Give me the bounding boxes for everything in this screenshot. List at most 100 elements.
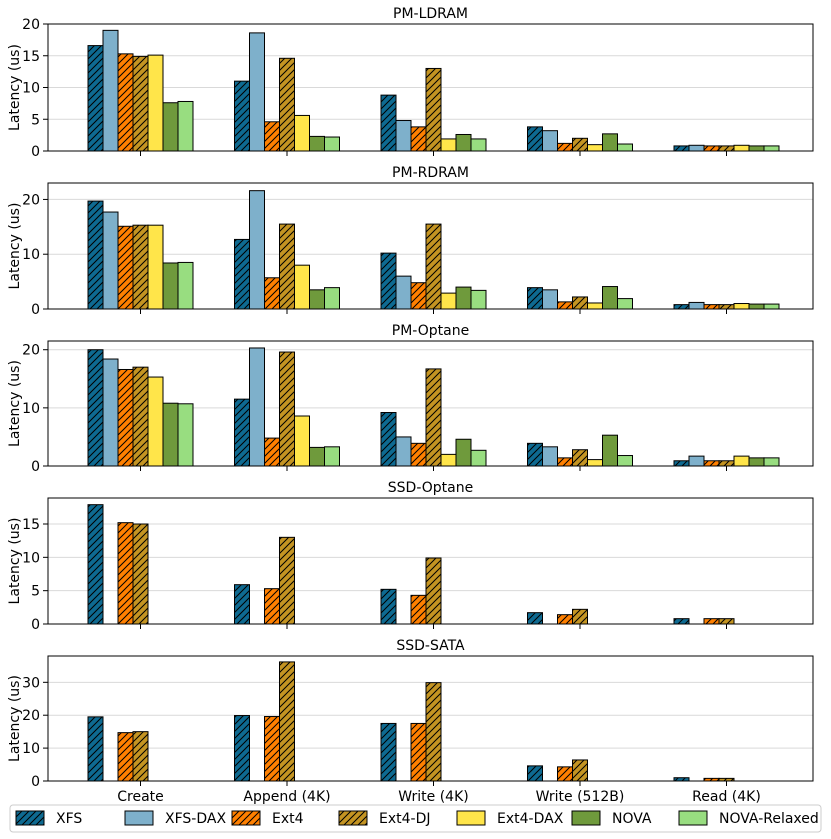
bar-hatch-ext4 [704,304,719,309]
plot-frame [47,655,814,782]
bar-nova-relaxed [617,143,633,152]
legend-swatch-ext4-dax [456,810,486,826]
bar-hatch-ext4-dj [572,296,588,309]
bar-ext4-dax [147,224,164,310]
y-tick-label: 10 [22,81,40,97]
bar-hatch-ext4 [557,457,573,466]
bar-xfs-dax [102,358,119,467]
bar-ext4-dax [294,114,310,152]
bar-hatch-ext4-dj [719,460,734,466]
legend-label-xfs-dax: XFS-DAX [165,811,226,827]
bar-hatch-xfs [674,145,689,151]
bar-hatch-ext4-dj [572,449,588,466]
bar-hatch-xfs [527,126,543,151]
bar-hatch-ext4 [557,301,573,309]
bar-nova [162,402,179,467]
bar-hatch-xfs [527,443,543,466]
x-tick-label: Write (512B) [536,789,625,805]
bar-hatch-ext4 [118,732,133,781]
bar-ext4-dax [440,453,457,467]
legend-label-ext4-dax: Ext4-DAX [497,811,564,827]
bar-hatch-ext4-dj [426,68,441,151]
bar-nova [455,286,472,310]
bar-hatch-xfs [234,715,250,781]
bar-hatch-xfs [381,253,396,309]
bar-xfs-dax [102,29,119,152]
bar-hatch-xfs [88,349,103,466]
bar-hatch-ext4-dj [572,609,588,624]
y-axis-label: Latency (us) [7,203,23,290]
bar-hatch-xfs [674,304,689,309]
bar-xfs-dax [542,130,558,152]
bar-nova [455,133,472,152]
bar-nova [455,438,472,467]
bar-hatch-ext4 [557,766,573,781]
legend-swatch-hatch-xfs [16,811,44,825]
bar-hatch-xfs [234,584,250,624]
bar-hatch-xfs [381,589,396,624]
y-tick-label: 10 [22,247,40,263]
bar-hatch-ext4-dj [719,778,734,781]
bar-hatch-ext4 [704,145,719,151]
bar-hatch-ext4-dj [279,537,295,624]
y-tick-label: 10 [22,401,40,417]
bar-nova [602,133,618,152]
y-tick-label: 15 [22,49,40,65]
bar-nova [748,303,765,310]
bar-hatch-ext4-dj [133,225,148,309]
bar-hatch-ext4 [411,126,426,151]
x-tick-label: Append (4K) [243,789,330,805]
bar-nova-relaxed [470,138,487,152]
bar-nova [309,446,325,467]
panel-title: PM-RDRAM [392,165,469,181]
bar-nova-relaxed [177,100,194,152]
bar-ext4-dax [440,138,457,152]
plot-frame [47,340,814,467]
y-tick-label: 10 [22,741,40,757]
y-tick-label: 0 [31,144,40,160]
bar-xfs-dax [249,190,265,310]
panel-ssd-optane: 0 5 10 15 SSD-Optane Latency (us) [7,480,814,633]
legend-label-ext4: Ext4 [272,811,304,827]
chart-panels: 0 5 10 15 20 PM-LDRAM Latency (us) 0 10 20 PM-RDRA… [7,6,814,805]
bar-nova-relaxed [177,261,194,310]
bar-nova [309,289,325,310]
bar-xfs-dax [542,446,558,467]
legend-box [9,804,822,833]
bar-hatch-xfs [674,777,689,781]
y-tick-label: 5 [31,112,40,128]
bar-xfs-dax [688,144,705,152]
bar-ext4-dax [294,264,310,310]
bar-hatch-ext4-dj [426,682,441,781]
panel-title: PM-LDRAM [393,6,468,22]
legend-swatch-hatch-ext4-dj [339,811,367,825]
y-tick-label: 0 [31,459,40,475]
bar-hatch-xfs [527,287,543,309]
bar-xfs-dax [688,301,705,310]
y-tick-label: 0 [31,617,40,633]
bar-xfs-dax [395,275,412,310]
bar-hatch-ext4-dj [719,145,734,151]
y-axis-label: Latency (us) [7,44,23,131]
y-axis-label: Latency (us) [7,360,23,447]
bar-xfs-dax [542,289,558,310]
bar-hatch-ext4-dj [719,618,734,624]
bar-hatch-ext4 [704,778,719,781]
panel-title: SSD-SATA [396,638,465,654]
bar-hatch-xfs [88,504,103,624]
bar-hatch-xfs [88,716,103,781]
legend: XFS XFS-DAX Ext4 Ext4-DJ Ext4-DAX NOVA NOVA-Re… [9,804,822,833]
bar-hatch-ext4-dj [133,56,148,152]
legend-label-nova-relaxed: NOVA-Relaxed [719,811,819,827]
bar-ext4-dax [587,302,603,310]
bar-ext4-dax [587,459,603,467]
bar-hatch-ext4 [264,277,280,309]
y-tick-label: 20 [22,708,40,724]
bar-hatch-xfs [234,81,250,151]
bar-ext4-dax [733,303,750,310]
bar-nova-relaxed [324,446,340,467]
bar-hatch-xfs [674,460,689,466]
bar-nova [602,286,618,310]
y-tick-label: 15 [22,517,40,533]
